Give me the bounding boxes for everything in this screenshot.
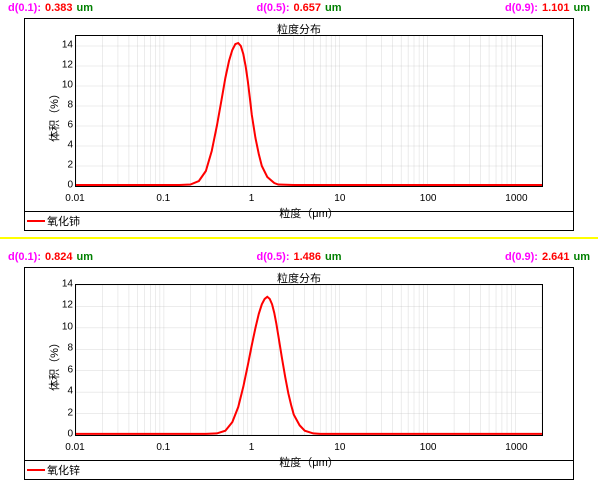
y-ticks: 02468101214 (55, 284, 75, 434)
x-ticks: 0.010.11101001000 (75, 193, 543, 207)
stat-unit: um (77, 2, 94, 14)
y-tick: 4 (67, 140, 73, 151)
stat-value: 0.657 (293, 2, 321, 14)
stats-bar: d(0.1): 0.824 um d(0.5): 1.486 um d(0.9): 2.641… (0, 249, 598, 267)
stat-value: 0.824 (45, 251, 73, 263)
legend-line-icon (27, 469, 45, 471)
legend-line-icon (27, 220, 45, 222)
stat-group: d(0.9): 2.641 um (505, 251, 590, 263)
y-tick: 14 (62, 279, 73, 290)
stat-label: d(0.1): (8, 251, 41, 263)
stat-label: d(0.9): (505, 2, 538, 14)
x-axis-label: 粒度（μm） (75, 205, 543, 223)
x-tick: 0.01 (65, 193, 84, 204)
stat-group: d(0.1): 0.383 um (8, 2, 93, 14)
y-ticks: 02468101214 (55, 35, 75, 185)
stat-unit: um (574, 2, 591, 14)
y-tick: 8 (67, 100, 73, 111)
stat-label: d(0.5): (256, 251, 289, 263)
y-tick: 4 (67, 386, 73, 397)
x-tick: 100 (420, 442, 437, 453)
stat-group: d(0.1): 0.824 um (8, 251, 93, 263)
stat-value: 2.641 (542, 251, 570, 263)
stat-value: 1.101 (542, 2, 570, 14)
stat-group: d(0.9): 1.101 um (505, 2, 590, 14)
x-tick: 0.1 (156, 193, 170, 204)
chart-panel-1: d(0.1): 0.824 um d(0.5): 1.486 um d(0.9): 2.641… (0, 249, 598, 480)
y-tick: 12 (62, 300, 73, 311)
y-tick: 14 (62, 40, 73, 51)
chart-frame: 粒度分布体积（%）024681012140.010.11101001000粒度（… (24, 267, 574, 461)
stat-group: d(0.5): 0.657 um (256, 2, 341, 14)
stat-value: 0.383 (45, 2, 73, 14)
stat-label: d(0.1): (8, 2, 41, 14)
curve-svg (76, 36, 542, 186)
y-tick: 0 (67, 180, 73, 191)
stat-unit: um (77, 251, 94, 263)
x-tick: 10 (334, 442, 345, 453)
plot-area (75, 35, 543, 187)
stat-unit: um (574, 251, 591, 263)
y-tick: 2 (67, 407, 73, 418)
x-tick: 1 (249, 442, 255, 453)
x-tick: 0.01 (65, 442, 84, 453)
x-axis-label: 粒度（μm） (75, 454, 543, 472)
distribution-curve (76, 43, 542, 185)
x-ticks: 0.010.11101001000 (75, 442, 543, 456)
y-tick: 12 (62, 60, 73, 71)
stat-label: d(0.5): (256, 2, 289, 14)
y-tick: 6 (67, 364, 73, 375)
y-tick: 2 (67, 160, 73, 171)
x-tick: 100 (420, 193, 437, 204)
y-tick: 6 (67, 120, 73, 131)
x-tick: 1000 (505, 442, 527, 453)
plot-area (75, 284, 543, 436)
stats-bar: d(0.1): 0.383 um d(0.5): 0.657 um d(0.9): 1.101… (0, 0, 598, 18)
x-tick: 1 (249, 193, 255, 204)
chart-frame: 粒度分布体积（%）024681012140.010.11101001000粒度（… (24, 18, 574, 212)
x-tick: 1000 (505, 193, 527, 204)
section-divider (0, 237, 598, 239)
y-tick: 8 (67, 343, 73, 354)
y-tick: 10 (62, 321, 73, 332)
stat-label: d(0.9): (505, 251, 538, 263)
y-tick: 0 (67, 429, 73, 440)
x-tick: 10 (334, 193, 345, 204)
x-tick: 0.1 (156, 442, 170, 453)
stat-value: 1.486 (293, 251, 321, 263)
stat-group: d(0.5): 1.486 um (256, 251, 341, 263)
distribution-curve (76, 297, 542, 434)
chart-panel-0: d(0.1): 0.383 um d(0.5): 0.657 um d(0.9): 1.101… (0, 0, 598, 231)
stat-unit: um (325, 2, 342, 14)
curve-svg (76, 285, 542, 435)
stat-unit: um (325, 251, 342, 263)
y-tick: 10 (62, 80, 73, 91)
